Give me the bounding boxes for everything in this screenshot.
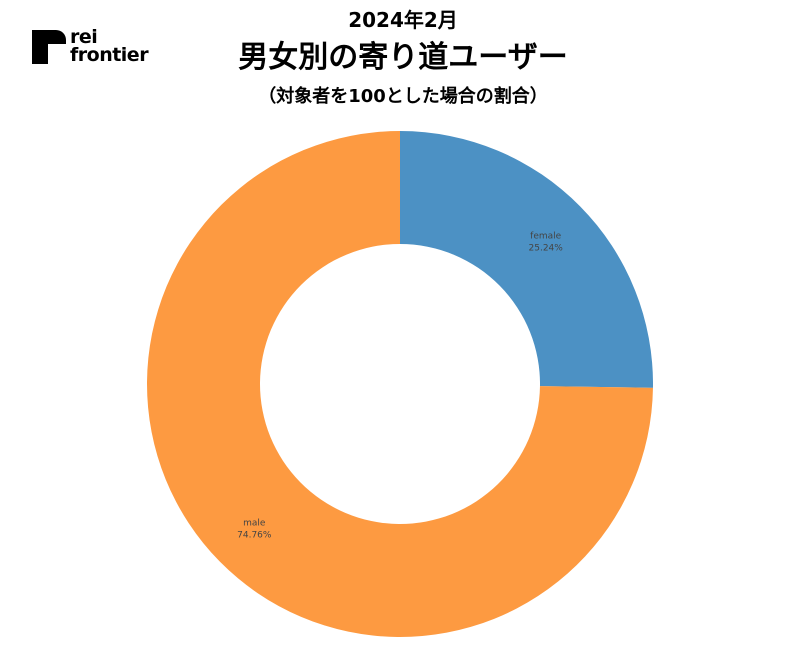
- chart-date: 2024年2月: [348, 8, 458, 32]
- slice-value-female: 25.24%: [529, 243, 564, 253]
- slice-label-male: male: [243, 519, 266, 529]
- donut-slice-male: [147, 131, 653, 637]
- brand-logo: rei frontier: [32, 28, 162, 72]
- brand-logo-line2: frontier: [70, 44, 149, 66]
- chart-subtitle: （対象者を100とした場合の割合）: [258, 86, 548, 107]
- slice-value-male: 74.76%: [237, 531, 272, 541]
- chart-header: 2024年2月 男女別の寄り道ユーザー （対象者を100とした場合の割合）: [0, 6, 806, 110]
- chart-title: 男女別の寄り道ユーザー: [238, 40, 568, 75]
- brand-logo-mark-icon: [32, 30, 66, 64]
- brand-logo-line1: rei: [70, 26, 98, 48]
- donut-slice-female: [400, 131, 654, 388]
- brand-logo-text: rei frontier: [70, 26, 149, 66]
- slice-label-female: female: [530, 231, 561, 241]
